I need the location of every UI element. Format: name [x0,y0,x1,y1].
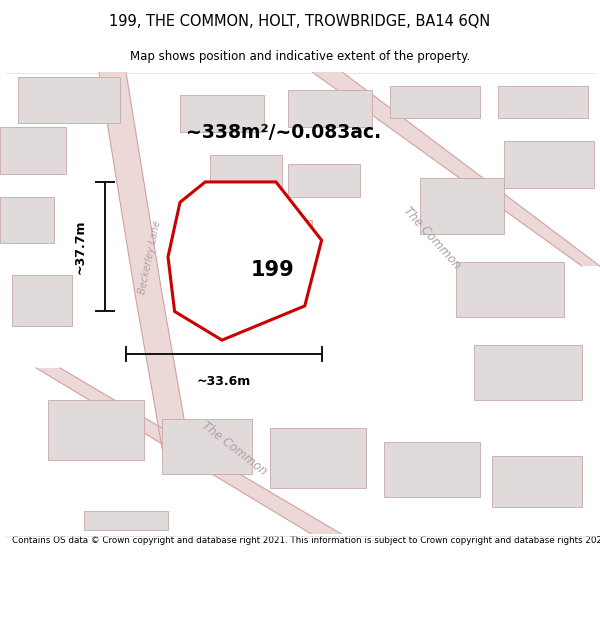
Polygon shape [36,368,342,534]
Polygon shape [270,428,366,488]
Polygon shape [0,127,66,174]
Polygon shape [180,95,264,132]
Polygon shape [390,86,480,118]
Polygon shape [48,400,144,461]
Polygon shape [162,419,252,474]
Polygon shape [18,76,120,122]
Polygon shape [492,456,582,507]
Polygon shape [0,197,54,243]
Polygon shape [228,220,312,266]
Text: ~37.7m: ~37.7m [74,219,87,274]
Text: ~338m²/~0.083ac.: ~338m²/~0.083ac. [186,122,381,141]
Text: The Common: The Common [199,419,269,478]
Polygon shape [312,72,600,266]
Polygon shape [84,511,168,530]
Polygon shape [99,72,192,465]
Polygon shape [384,442,480,498]
Polygon shape [210,155,282,192]
Polygon shape [498,86,588,118]
Polygon shape [288,91,372,128]
Polygon shape [420,178,504,234]
Polygon shape [288,164,360,197]
Polygon shape [474,345,582,400]
Polygon shape [12,276,72,326]
Text: 199: 199 [251,260,295,280]
Text: Map shows position and indicative extent of the property.: Map shows position and indicative extent… [130,50,470,63]
Text: 199, THE COMMON, HOLT, TROWBRIDGE, BA14 6QN: 199, THE COMMON, HOLT, TROWBRIDGE, BA14 … [109,14,491,29]
Polygon shape [504,141,594,188]
Text: The Common: The Common [401,205,463,272]
Text: Beckerley Lane: Beckerley Lane [137,219,163,294]
Text: Contains OS data © Crown copyright and database right 2021. This information is : Contains OS data © Crown copyright and d… [12,536,600,544]
Polygon shape [456,261,564,317]
Text: ~33.6m: ~33.6m [197,375,251,388]
Polygon shape [168,182,322,340]
